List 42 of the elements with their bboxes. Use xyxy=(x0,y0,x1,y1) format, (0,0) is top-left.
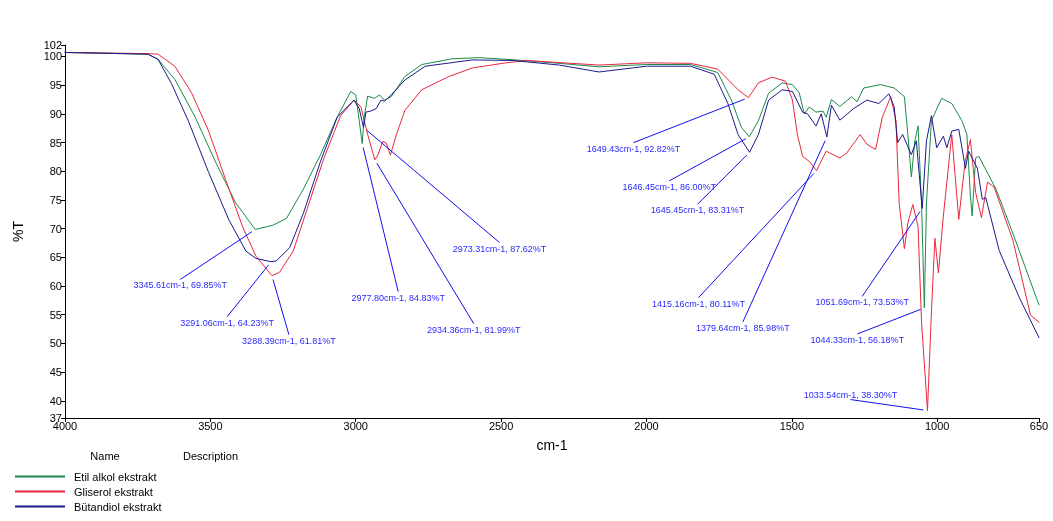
annotation: 2934.36cm-1, 81.99%T xyxy=(427,324,522,335)
y-tick-label: 60 xyxy=(49,280,62,293)
annotation: 2973.31cm-1, 87.62%T xyxy=(452,243,547,254)
y-tick-label: 85 xyxy=(49,136,62,149)
annotation: 1044.33cm-1, 56.18%T xyxy=(810,334,905,345)
x-tick-label: 1000 xyxy=(925,419,950,432)
annotation: 1033.54cm-1, 38.30%T xyxy=(803,389,898,400)
annotation: 1415.16cm-1, 80.11%T xyxy=(652,298,746,309)
x-tick-label: 1500 xyxy=(779,419,805,432)
legend-label: Etil alkol ekstrakt xyxy=(74,470,157,483)
x-axis-title: cm-1 xyxy=(536,437,568,453)
legend-title: Name xyxy=(90,450,120,462)
annotation: 2977.80cm-1, 84.83%T xyxy=(351,292,446,303)
y-tick-label: 55 xyxy=(49,308,62,321)
annotation: 1051.69cm-1, 73.53%T xyxy=(815,297,910,308)
x-tick-label: 2000 xyxy=(634,419,659,432)
y-tick-label: 40 xyxy=(49,394,62,407)
y-tick-label: 95 xyxy=(49,79,62,92)
y-tick-label: 75 xyxy=(49,193,62,206)
annotation: 1379.64cm-1, 85.98%T xyxy=(696,322,791,333)
y-tick-label: 65 xyxy=(49,251,62,264)
annotation: 1649.43cm-1, 92.82%T xyxy=(586,143,681,154)
annotation: 3345.61cm-1, 69.85%T xyxy=(133,280,228,291)
x-tick-label: 650 xyxy=(1029,419,1049,432)
y-tick-label: 90 xyxy=(49,107,62,120)
y-axis-title: %T xyxy=(10,220,26,242)
annotation: 3288.39cm-1, 61.81%T xyxy=(242,335,337,346)
annotation: 3291.06cm-1, 64.23%T xyxy=(180,317,275,328)
y-tick-label: 100 xyxy=(43,50,62,63)
x-tick-label: 3500 xyxy=(198,419,223,432)
x-tick-label: 2500 xyxy=(488,419,514,432)
legend-label: Gliserol ekstrakt xyxy=(74,485,153,498)
y-tick-label: 45 xyxy=(49,366,62,379)
y-tick-label: 80 xyxy=(49,165,62,178)
y-tick-label: 102 xyxy=(43,39,62,51)
x-tick-label: 3000 xyxy=(343,419,368,432)
legend-label: Bütandiol ekstrakt xyxy=(74,500,162,513)
annotation: 1645.45cm-1, 83.31%T xyxy=(650,205,745,216)
annotation: 1646.45cm-1, 86.00%T xyxy=(622,181,717,192)
y-tick-label: 70 xyxy=(49,222,62,235)
text: Description xyxy=(183,450,239,462)
y-tick-label: 50 xyxy=(49,337,62,350)
